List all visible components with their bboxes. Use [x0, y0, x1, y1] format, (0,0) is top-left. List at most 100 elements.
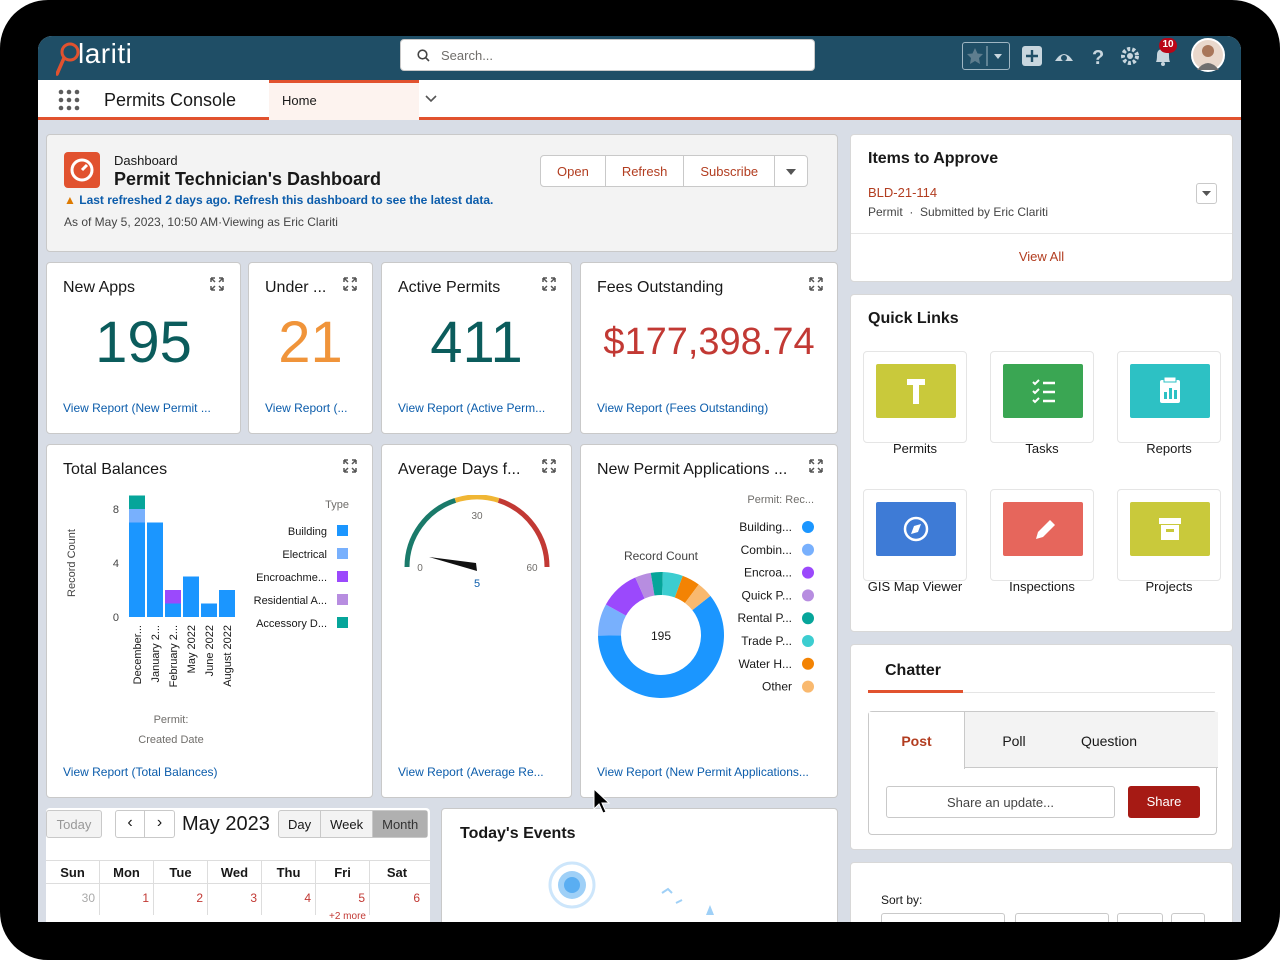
expand-icon[interactable] [343, 277, 357, 291]
app-logo[interactable]: lariti [55, 38, 133, 78]
expand-icon[interactable] [210, 277, 224, 291]
global-search-input[interactable]: Search... [400, 39, 815, 71]
trailhead-icon[interactable] [1052, 44, 1076, 68]
legend-label: Encroa... [744, 566, 792, 580]
chatter-title: Chatter [868, 645, 963, 693]
tab-post[interactable]: Post [869, 712, 965, 769]
bar-segment [147, 522, 163, 617]
settings-gear-icon[interactable] [1118, 44, 1142, 68]
calendar-widget: Today ‹ › May 2023 Day Week Month Sun Mo… [46, 808, 430, 922]
favorites-button[interactable] [962, 42, 1010, 70]
quick-link-gis-map-viewer[interactable] [863, 489, 967, 581]
view-report-link[interactable]: View Report (... [265, 401, 348, 415]
calendar-date[interactable]: 5 [316, 885, 370, 915]
share-update-input[interactable]: Share an update... [886, 786, 1115, 818]
quick-link-label: Projects [1145, 579, 1193, 594]
calendar-date[interactable]: 1 [100, 885, 154, 915]
expand-icon[interactable] [343, 459, 357, 473]
global-actions-icon[interactable] [1020, 44, 1044, 68]
chart-title: Average Days f... [398, 461, 521, 478]
open-button[interactable]: Open [541, 156, 606, 186]
view-report-link[interactable]: View Report (Total Balances) [63, 765, 218, 779]
quick-link-reports[interactable] [1117, 351, 1221, 443]
approval-item-link[interactable]: BLD-21-114 [868, 185, 938, 200]
calendar-date[interactable]: 2 [154, 885, 208, 915]
items-to-approve-card: Items to Approve BLD-21-114 Permit · Sub… [850, 134, 1233, 282]
nav-menu-chevron-down-icon[interactable] [424, 92, 438, 111]
view-report-link[interactable]: View Report (Active Perm... [398, 401, 546, 415]
bar-segment [201, 603, 217, 617]
user-avatar[interactable] [1191, 38, 1225, 72]
refresh-button[interactable]: Refresh [606, 156, 685, 186]
calendar-prev-chevron-icon[interactable]: ‹ [115, 810, 145, 838]
legend-swatch [337, 594, 348, 605]
feed-search-input[interactable] [1015, 913, 1109, 922]
metric-card-active-permits: Active Permits 411 View Report (Active P… [381, 262, 572, 434]
legend-swatch [337, 571, 348, 582]
legend-dot [802, 589, 814, 602]
help-icon[interactable]: ? [1086, 44, 1110, 69]
legend-swatch [337, 617, 348, 628]
gauge-needle [429, 557, 477, 571]
quick-link-inspections[interactable] [990, 489, 1094, 581]
dashboard-gauge-icon [64, 152, 100, 188]
expand-icon[interactable] [542, 277, 556, 291]
expand-icon[interactable] [809, 459, 823, 473]
calendar-week-view[interactable]: Week [321, 811, 374, 837]
share-button[interactable]: Share [1128, 786, 1200, 818]
legend-label: Electrical [282, 549, 327, 561]
calendar-date[interactable]: 6 [413, 891, 420, 905]
approval-item-menu-chevron-down-icon[interactable] [1196, 183, 1217, 204]
global-header: lariti Search... ? 10 [38, 36, 1241, 80]
view-report-link[interactable]: View Report (Average Re... [398, 765, 544, 779]
quick-link-tasks[interactable] [990, 351, 1094, 443]
x-tick-label: June 2022 [204, 625, 216, 676]
subscribe-button[interactable]: Subscribe [684, 156, 776, 186]
reports-clipboard-icon [1130, 364, 1210, 418]
quick-links-card: Quick Links Permits Tasks Reports GIS Ma… [850, 294, 1233, 632]
quick-link-projects[interactable] [1117, 489, 1221, 581]
feed-filter-button[interactable] [1117, 913, 1163, 922]
dashboard-as-of: As of May 5, 2023, 10:50 AM·Viewing as E… [64, 215, 338, 229]
sort-select[interactable] [881, 913, 1005, 922]
legend-label: Other [762, 680, 792, 694]
calendar-month-view[interactable]: Month [373, 811, 428, 837]
tab-poll[interactable]: Poll [1002, 733, 1026, 749]
quick-links-title: Quick Links [868, 310, 959, 327]
dashboard-eyebrow: Dashboard [114, 153, 178, 168]
sort-by-label: Sort by: [881, 893, 923, 907]
app-launcher-icon[interactable] [58, 89, 80, 111]
view-all-link[interactable]: View All [1018, 249, 1065, 264]
logo-text: lariti [78, 38, 133, 69]
legend-dot [802, 680, 814, 693]
quick-link-label: GIS Map Viewer [867, 579, 963, 594]
feed-refresh-button[interactable] [1171, 913, 1205, 922]
y-tick-label: 4 [113, 558, 119, 570]
calendar-today-button[interactable]: Today [46, 810, 102, 838]
gauge-max-label: 60 [526, 563, 538, 574]
calendar-day-view[interactable]: Day [279, 811, 322, 837]
calendar-date[interactable]: 3 [208, 885, 262, 915]
donut-slice [650, 572, 663, 596]
donut-slice [662, 572, 683, 598]
calendar-date[interactable]: 4 [262, 885, 316, 915]
empty-events-illustration [548, 861, 714, 915]
view-report-link[interactable]: View Report (Fees Outstanding) [597, 401, 769, 415]
quick-link-permits[interactable] [863, 351, 967, 443]
gis-compass-icon [876, 502, 956, 556]
view-report-link[interactable]: View Report (New Permit ... [63, 401, 211, 415]
dashboard-actions: Open Refresh Subscribe [540, 155, 809, 187]
tab-question[interactable]: Question [1080, 733, 1138, 749]
calendar-more-link[interactable]: +2 more [329, 911, 366, 922]
tasks-checklist-icon [1003, 364, 1083, 418]
more-actions-chevron-down-icon[interactable] [775, 156, 807, 186]
view-report-link[interactable]: View Report (New Permit Applications... [597, 765, 809, 779]
donut-slice [635, 572, 655, 599]
expand-icon[interactable] [542, 459, 556, 473]
expand-icon[interactable] [809, 277, 823, 291]
metric-title: Under ... [265, 279, 327, 296]
calendar-date[interactable]: 30 [46, 885, 100, 915]
tab-home[interactable]: Home [269, 80, 419, 120]
calendar-next-chevron-icon[interactable]: › [145, 810, 175, 838]
legend-label: Building [288, 526, 327, 538]
